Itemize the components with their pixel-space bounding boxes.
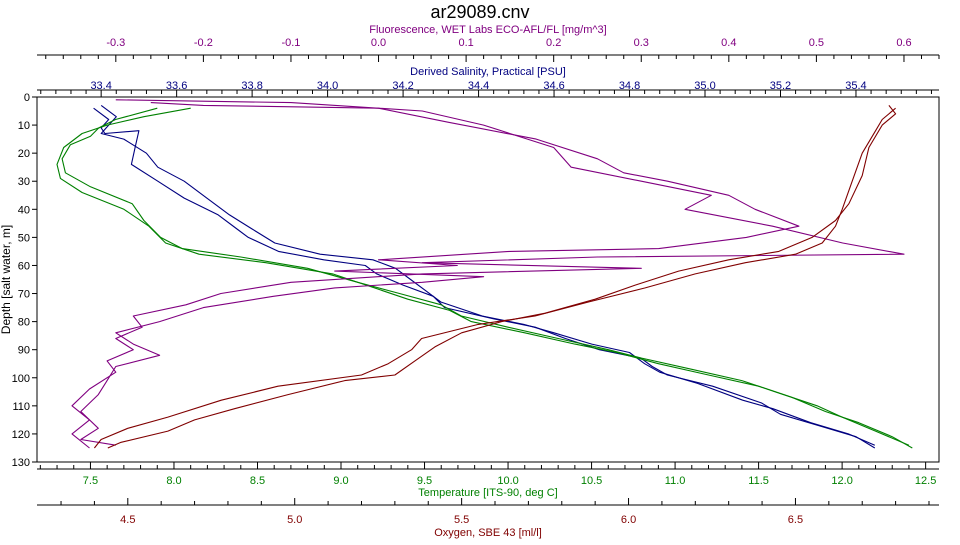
salinity-axis-label: Derived Salinity, Practical [PSU]: [410, 66, 566, 78]
oxygen-axis-label: Oxygen, SBE 43 [ml/l]: [434, 527, 542, 539]
oxygen-tick-label: 6.0: [621, 514, 636, 526]
salinity-series-line: [100, 104, 876, 446]
depth-tick-label: 100: [12, 373, 30, 385]
salinity-tick-label: 34.6: [543, 80, 564, 92]
depth-tick-label: 130: [12, 457, 30, 469]
salinity-tick-label: 34.8: [619, 80, 640, 92]
chart-title: ar29089.cnv: [430, 2, 529, 22]
oxygen-series-line: [93, 107, 896, 449]
oxygen-series-line: [107, 105, 897, 449]
salinity-tick-label: 34.2: [392, 80, 413, 92]
oxygen-tick-label: 5.0: [287, 514, 302, 526]
fluorescence-tick-label: 0.5: [809, 37, 824, 49]
temperature-tick-label: 10.0: [497, 475, 518, 487]
depth-tick-label: 110: [12, 401, 30, 413]
salinity-tick-label: 34.0: [317, 80, 338, 92]
temperature-tick-label: 9.0: [333, 475, 348, 487]
fluorescence-tick-label: -0.1: [281, 37, 300, 49]
temperature-series-line: [56, 107, 913, 449]
fluorescence-tick-label: 0.3: [634, 37, 649, 49]
fluorescence-tick-label: 0.4: [721, 37, 736, 49]
depth-tick-label: 90: [18, 345, 30, 357]
depth-tick-label: 20: [18, 148, 30, 160]
salinity-tick-label: 33.8: [241, 80, 262, 92]
temperature-tick-label: 10.5: [581, 475, 602, 487]
fluorescence-tick-label: 0.0: [371, 37, 386, 49]
salinity-tick-label: 35.0: [694, 80, 715, 92]
depth-tick-label: 0: [24, 92, 30, 104]
depth-tick-label: 70: [18, 289, 30, 301]
fluorescence-tick-label: 0.2: [546, 37, 561, 49]
salinity-tick-label: 33.4: [90, 80, 111, 92]
oxygen-tick-label: 5.5: [454, 514, 469, 526]
temperature-tick-label: 8.0: [166, 475, 181, 487]
temperature-tick-label: 12.5: [915, 475, 936, 487]
fluorescence-tick-label: 0.1: [458, 37, 473, 49]
plot-frame: [36, 96, 940, 463]
depth-tick-label: 80: [18, 317, 30, 329]
temperature-tick-label: 12.0: [831, 475, 852, 487]
plot-layer: [56, 99, 913, 449]
temperature-tick-label: 11.5: [748, 475, 769, 487]
fluorescence-series-line: [71, 99, 905, 449]
fluorescence-tick-label: -0.3: [106, 37, 125, 49]
depth-tick-label: 10: [18, 120, 30, 132]
depth-tick-label: 40: [18, 204, 30, 216]
salinity-tick-label: 33.6: [166, 80, 187, 92]
oxygen-tick-label: 6.5: [788, 514, 803, 526]
salinity-tick-label: 35.2: [770, 80, 791, 92]
axes-layer: 0 10 20 30 40 50 60 70 80 90 100 110 120 130 Depth [sa…: [0, 24, 940, 539]
temperature-tick-label: 7.5: [83, 475, 98, 487]
temperature-tick-label: 11.0: [665, 475, 686, 487]
depth-tick-label: 60: [18, 260, 30, 272]
depth-tick-label: 120: [12, 429, 30, 441]
fluorescence-axis-label: Fluorescence, WET Labs ECO-AFL/FL [mg/m^…: [369, 24, 606, 36]
depth-axis-label: Depth [salt water, m]: [0, 225, 13, 334]
salinity-tick-label: 35.4: [845, 80, 866, 92]
temperature-tick-label: 9.5: [417, 475, 432, 487]
depth-tick-label: 50: [18, 232, 30, 244]
oxygen-tick-label: 4.5: [120, 514, 135, 526]
fluorescence-tick-label: 0.6: [896, 37, 911, 49]
depth-tick-label: 30: [18, 176, 30, 188]
salinity-tick-label: 34.4: [468, 80, 489, 92]
fluorescence-tick-label: -0.2: [194, 37, 213, 49]
temperature-axis-label: Temperature [ITS-90, deg C]: [418, 487, 557, 499]
temperature-tick-label: 8.5: [250, 475, 265, 487]
salinity-series-line: [93, 107, 876, 449]
